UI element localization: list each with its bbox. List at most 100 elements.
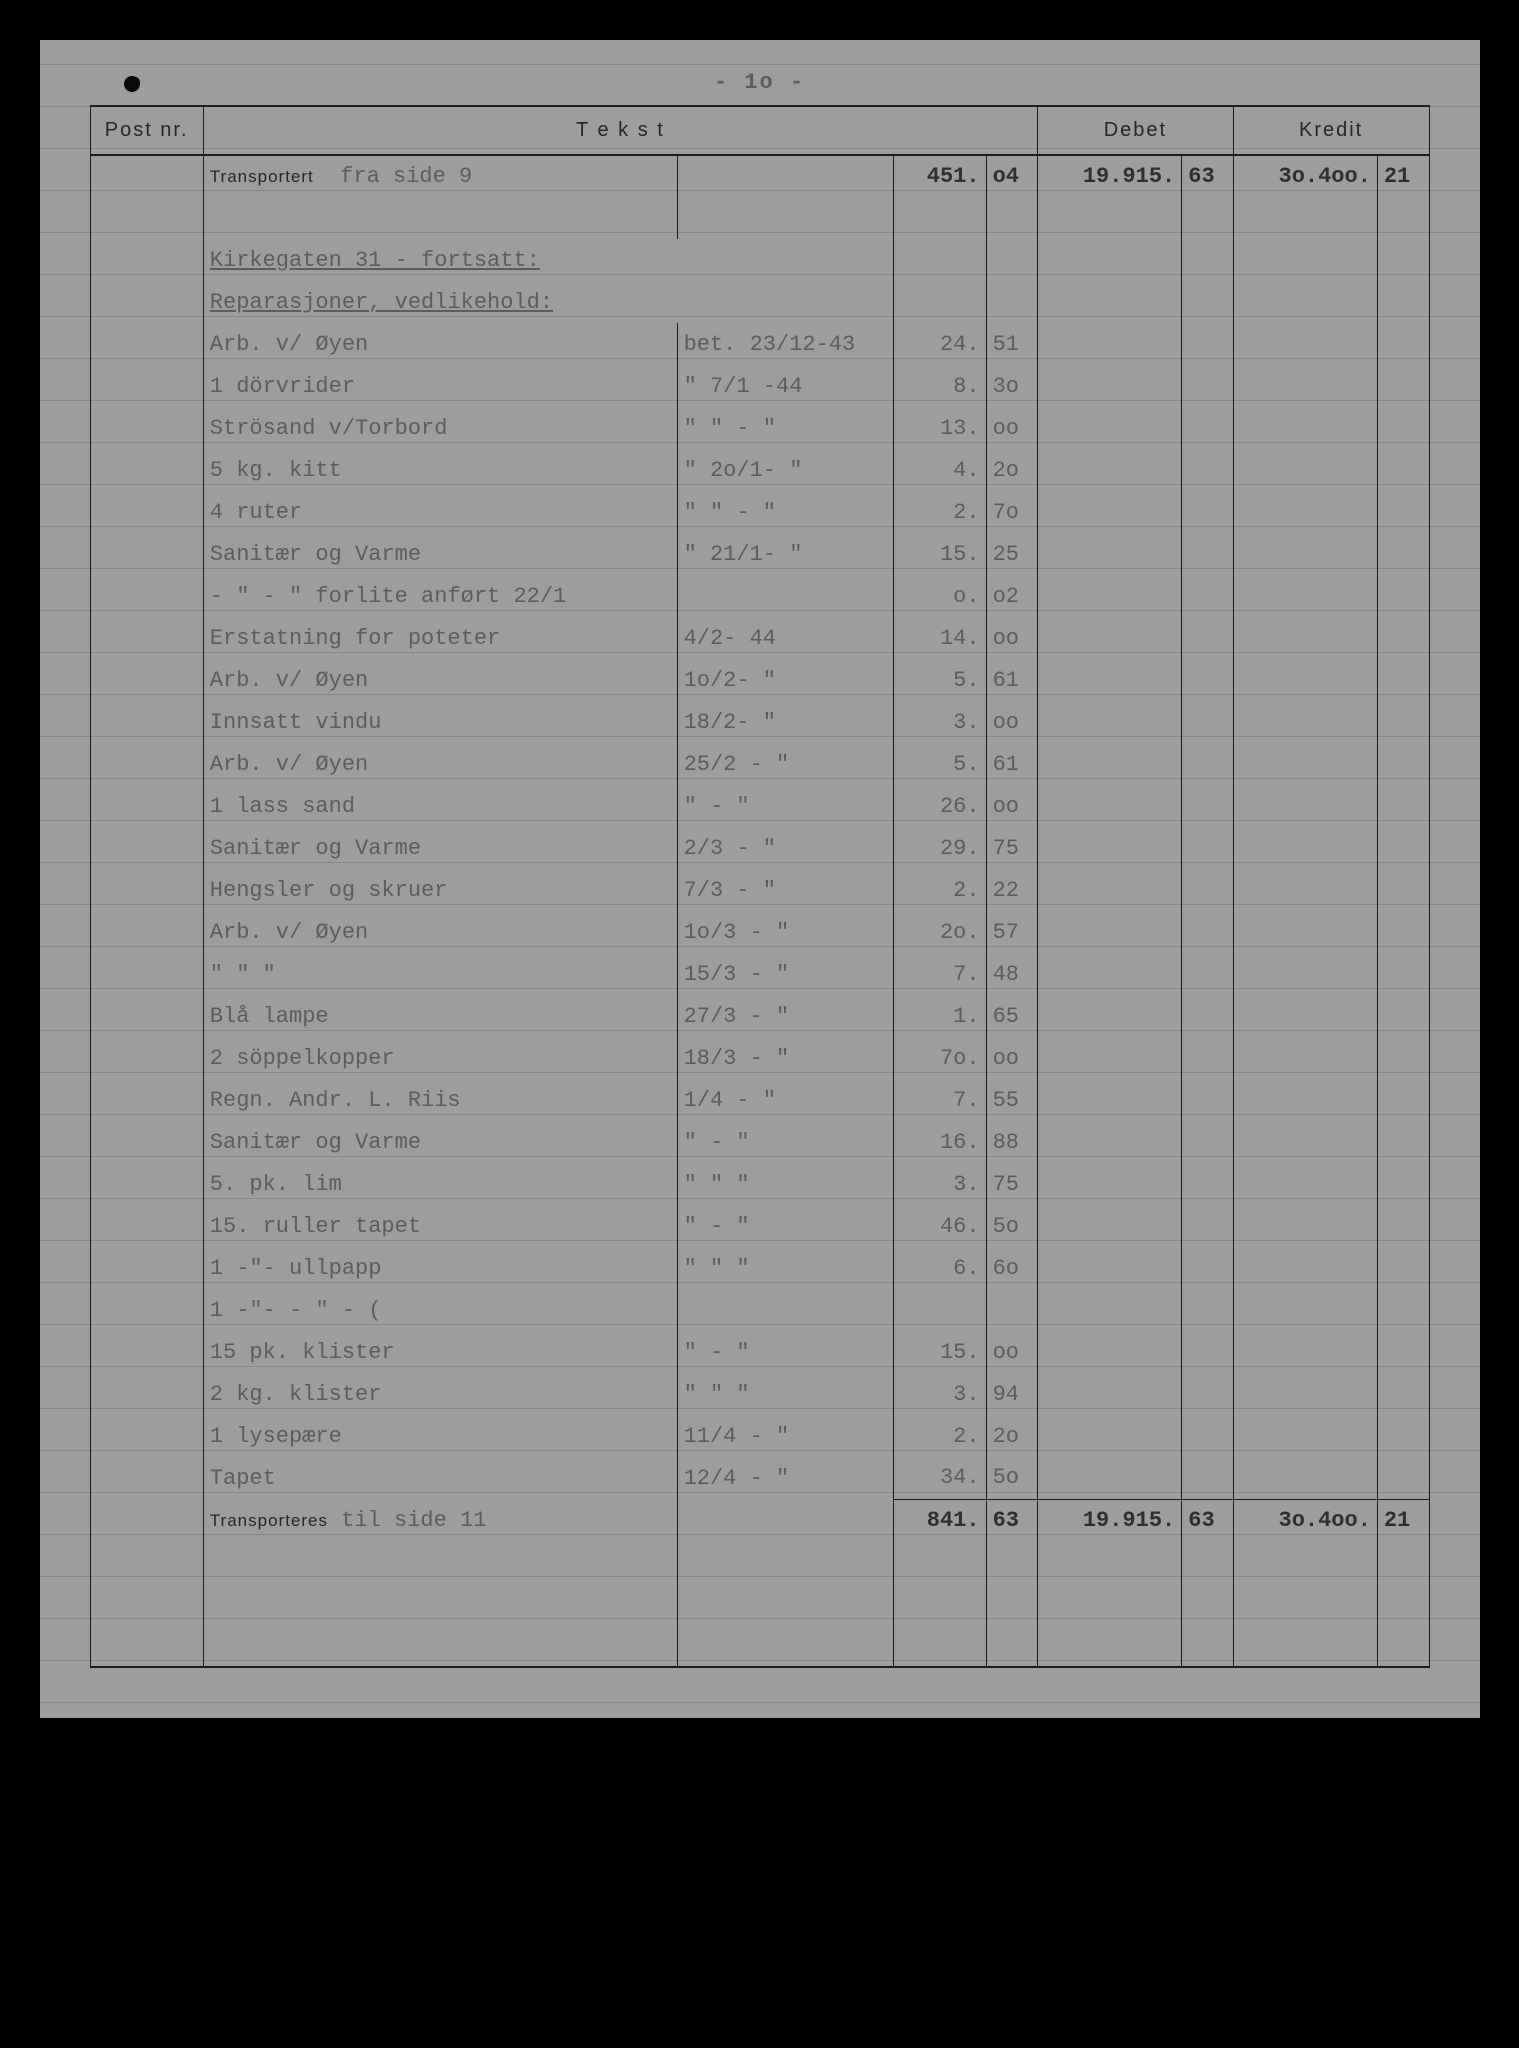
line-date: " 21/1- " [677,533,893,575]
line-item-row: 1 lysepære11/4 - "2.2o [90,1415,1429,1457]
line-amt-int: 7. [893,1079,986,1121]
transport-in-kred-dec: 21 [1377,155,1429,197]
blank-row [90,1583,1429,1625]
line-amt-dec [986,1289,1038,1331]
line-amt-int: 2o. [893,911,986,953]
line-amt-int: 3. [893,1163,986,1205]
line-amt-dec: 94 [986,1373,1038,1415]
line-amt-int: o. [893,575,986,617]
line-item-row: 5 kg. kitt" 2o/1- "4.2o [90,449,1429,491]
line-date: " 7/1 -44 [677,365,893,407]
line-item-row: Arb. v/ Øyen1o/3 - "2o.57 [90,911,1429,953]
line-item-row: 15 pk. klister" - "15.oo [90,1331,1429,1373]
line-desc: 5. pk. lim [203,1163,677,1205]
line-amt-dec: 65 [986,995,1038,1037]
header-row: Post nr. T e k s t Debet Kredit [90,106,1429,155]
line-date: " - " [677,785,893,827]
line-item-row: 2 kg. klister" " "3.94 [90,1373,1429,1415]
line-date: " " " [677,1247,893,1289]
line-amt-dec: oo [986,617,1038,659]
line-desc: Sanitær og Varme [203,1121,677,1163]
line-amt-int: 16. [893,1121,986,1163]
line-desc: 1 -"- - " - ( [203,1289,677,1331]
line-amt-dec: 55 [986,1079,1038,1121]
line-amt-int: 6. [893,1247,986,1289]
transport-in-note: fra side 9 [340,164,472,189]
line-desc: Arb. v/ Øyen [203,323,677,365]
line-date: " - " [677,1331,893,1373]
line-item-row: Arb. v/ Øyenbet. 23/12-4324.51 [90,323,1429,365]
transport-out-kred-int: 3o.4oo. [1233,1499,1377,1541]
transport-in-sub-dec: o4 [986,155,1038,197]
line-amt-dec: 61 [986,743,1038,785]
line-item-row: Innsatt vindu18/2- "3.oo [90,701,1429,743]
line-item-row: Tapet12/4 - "34.5o [90,1457,1429,1499]
line-desc: 1 -"- ullpapp [203,1247,677,1289]
line-amt-int: 2. [893,1415,986,1457]
line-date: " " " [677,1163,893,1205]
line-amt-int: 26. [893,785,986,827]
line-date [677,575,893,617]
line-date: " " - " [677,407,893,449]
line-amt-dec: 6o [986,1247,1038,1289]
line-amt-int: 15. [893,1331,986,1373]
line-amt-int: 3. [893,701,986,743]
line-item-row: 1 dörvrider" 7/1 -448.3o [90,365,1429,407]
line-item-row: 15. ruller tapet" - "46.5o [90,1205,1429,1247]
line-amt-int: 4. [893,449,986,491]
line-desc: 2 kg. klister [203,1373,677,1415]
line-desc: Sanitær og Varme [203,533,677,575]
transport-in-sub-int: 451. [893,155,986,197]
line-item-row: 1 -"- - " - ( [90,1289,1429,1331]
col-tekst: T e k s t [203,106,1037,155]
line-item-row: Sanitær og Varme2/3 - "29.75 [90,827,1429,869]
col-postnr: Post nr. [90,106,203,155]
line-desc: 1 lysepære [203,1415,677,1457]
line-amt-dec: 57 [986,911,1038,953]
col-kredit: Kredit [1233,106,1429,155]
line-desc: Erstatning for poteter [203,617,677,659]
line-amt-int [893,1289,986,1331]
line-date: 15/3 - " [677,953,893,995]
line-date: " - " [677,1205,893,1247]
line-amt-dec: oo [986,407,1038,449]
line-amt-dec: 51 [986,323,1038,365]
transport-in-kred-int: 3o.4oo. [1233,155,1377,197]
transport-out-deb-int: 19.915. [1038,1499,1182,1541]
line-desc: Arb. v/ Øyen [203,743,677,785]
transport-out-kred-dec: 21 [1377,1499,1429,1541]
line-amt-dec: oo [986,1037,1038,1079]
line-amt-int: 7o. [893,1037,986,1079]
line-amt-dec: 5o [986,1205,1038,1247]
line-amt-dec: oo [986,785,1038,827]
line-date: " " - " [677,491,893,533]
transport-in-label: Transportert [210,167,314,186]
line-date: " 2o/1- " [677,449,893,491]
line-date: 12/4 - " [677,1457,893,1499]
line-desc: Tapet [203,1457,677,1499]
line-amt-dec: 48 [986,953,1038,995]
line-item-row: 1 lass sand" - "26.oo [90,785,1429,827]
line-amt-int: 2. [893,869,986,911]
line-desc: 4 ruter [203,491,677,533]
line-amt-int: 14. [893,617,986,659]
transport-out-sub-int: 841. [893,1499,986,1541]
blank-row [90,1541,1429,1583]
line-amt-int: 29. [893,827,986,869]
line-amt-int: 8. [893,365,986,407]
line-amt-dec: 22 [986,869,1038,911]
col-debet: Debet [1038,106,1234,155]
line-desc: Innsatt vindu [203,701,677,743]
line-date: 2/3 - " [677,827,893,869]
line-date: bet. 23/12-43 [677,323,893,365]
line-amt-int: 7. [893,953,986,995]
line-amt-dec: oo [986,1331,1038,1373]
line-item-row: Erstatning for poteter4/2- 4414.oo [90,617,1429,659]
line-desc: 15 pk. klister [203,1331,677,1373]
line-desc: " " " [203,953,677,995]
line-date: " " " [677,1373,893,1415]
transport-out-sub-dec: 63 [986,1499,1038,1541]
transport-in-row: Transportert fra side 9 451. o4 19.915. … [90,155,1429,197]
page-number: - 1o - [90,70,1430,95]
line-date: 18/2- " [677,701,893,743]
